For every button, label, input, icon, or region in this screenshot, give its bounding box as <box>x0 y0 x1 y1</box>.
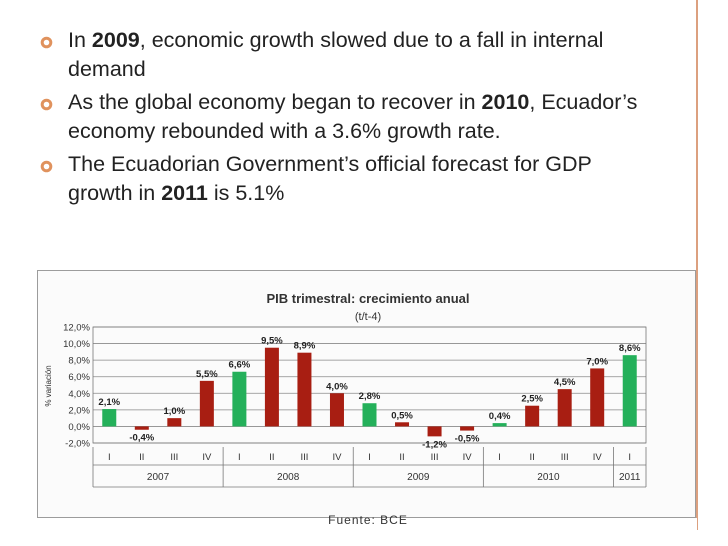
bar <box>622 355 637 427</box>
gdp-chart: PIB trimestral: crecimiento anual (t/t-4… <box>37 270 696 518</box>
bar <box>329 393 344 427</box>
bullet-year: 2009 <box>91 28 140 52</box>
bullet-ring-icon <box>40 98 53 111</box>
quarter-label: I <box>238 452 241 463</box>
data-label: 8,6% <box>619 343 641 354</box>
year-label: 2009 <box>407 472 430 483</box>
bar <box>590 368 605 427</box>
y-tick-label: 4,0% <box>68 389 90 400</box>
year-label: 2011 <box>619 472 641 483</box>
bullet-ring-icon <box>40 36 53 49</box>
quarter-label: III <box>300 452 308 463</box>
bullet-list: In 2009, economic growth slowed due to a… <box>40 26 640 212</box>
data-label: 2,8% <box>359 391 381 402</box>
y-axis-label: % variación <box>44 365 53 406</box>
data-label: -1,2% <box>422 439 447 450</box>
y-tick-label: 8,0% <box>68 356 90 367</box>
y-tick-label: 0,0% <box>68 422 90 433</box>
bar <box>362 403 377 427</box>
quarter-label: I <box>108 452 111 463</box>
bar <box>167 418 182 427</box>
quarter-label: IV <box>332 452 342 463</box>
y-tick-label: 6,0% <box>68 372 90 383</box>
data-label: -0,5% <box>455 434 480 445</box>
bar <box>525 405 540 427</box>
bar <box>264 347 279 427</box>
bullet-item: In 2009, economic growth slowed due to a… <box>40 26 640 84</box>
bar <box>492 423 507 427</box>
data-label: 2,5% <box>521 394 543 405</box>
chart-canvas: PIB trimestral: crecimiento anual (t/t-4… <box>44 291 647 488</box>
quarter-label: I <box>368 452 371 463</box>
bar <box>199 380 214 427</box>
bar <box>232 371 247 427</box>
bullet-text: , economic growth slowed due to a fall i… <box>68 28 604 81</box>
year-label: 2008 <box>277 472 300 483</box>
quarter-label: I <box>628 452 631 463</box>
bar <box>395 422 410 427</box>
data-label: 9,5% <box>261 336 283 347</box>
quarter-label: III <box>561 452 569 463</box>
data-label: 8,9% <box>294 341 316 352</box>
bar <box>102 409 117 427</box>
data-label: -0,4% <box>129 433 154 444</box>
source-text: Fuente: BCE <box>328 513 408 527</box>
bar <box>134 426 149 430</box>
bar <box>297 352 312 427</box>
chart-source: Fuente: BCE <box>0 513 728 527</box>
bar <box>427 426 442 437</box>
quarter-label: IV <box>202 452 212 463</box>
quarter-label: IV <box>463 452 473 463</box>
bullet-year: 2011 <box>161 181 208 205</box>
side-rule <box>696 0 698 530</box>
data-label: 0,4% <box>489 411 511 422</box>
quarter-label: II <box>530 452 535 463</box>
bullet-text: is 5.1% <box>207 181 285 205</box>
quarter-label: III <box>170 452 178 463</box>
bullet-year: 2010 <box>481 90 530 114</box>
y-tick-label: 2,0% <box>68 405 90 416</box>
data-label: 5,5% <box>196 369 218 380</box>
bullet-item: The Ecuadorian Government’s official for… <box>40 150 640 208</box>
y-tick-label: 12,0% <box>63 323 90 334</box>
bullet-ring-icon <box>40 160 53 173</box>
bullet-text: , Ecuador’s economy rebounded with a 3.6… <box>68 90 638 143</box>
year-label: 2007 <box>147 472 170 483</box>
y-tick-label: 10,0% <box>63 339 90 350</box>
quarter-label: IV <box>593 452 603 463</box>
data-label: 4,0% <box>326 381 348 392</box>
quarter-label: III <box>431 452 439 463</box>
quarter-label: II <box>399 452 404 463</box>
data-label: 4,5% <box>554 377 576 388</box>
bullet-text: In <box>68 28 92 52</box>
bullet-text: As the global economy began to recover i… <box>68 90 482 114</box>
bullet-item: As the global economy began to recover i… <box>40 88 640 146</box>
quarter-label: II <box>139 452 144 463</box>
chart-title: PIB trimestral: crecimiento anual <box>266 291 469 306</box>
data-label: 0,5% <box>391 410 413 421</box>
bar <box>557 389 572 427</box>
data-label: 6,6% <box>229 360 251 371</box>
chart-subtitle: (t/t-4) <box>355 311 381 323</box>
bar <box>460 426 475 431</box>
data-label: 7,0% <box>586 356 608 367</box>
quarter-label: I <box>498 452 501 463</box>
y-tick-label: -2,0% <box>65 439 90 450</box>
data-label: 1,0% <box>163 406 185 417</box>
year-label: 2010 <box>537 472 560 483</box>
data-label: 2,1% <box>98 397 120 408</box>
plot-border <box>92 326 647 444</box>
side-rule-gap <box>691 518 697 538</box>
quarter-label: II <box>269 452 274 463</box>
bullet-text: The Ecuadorian Government’s official for… <box>68 152 592 205</box>
